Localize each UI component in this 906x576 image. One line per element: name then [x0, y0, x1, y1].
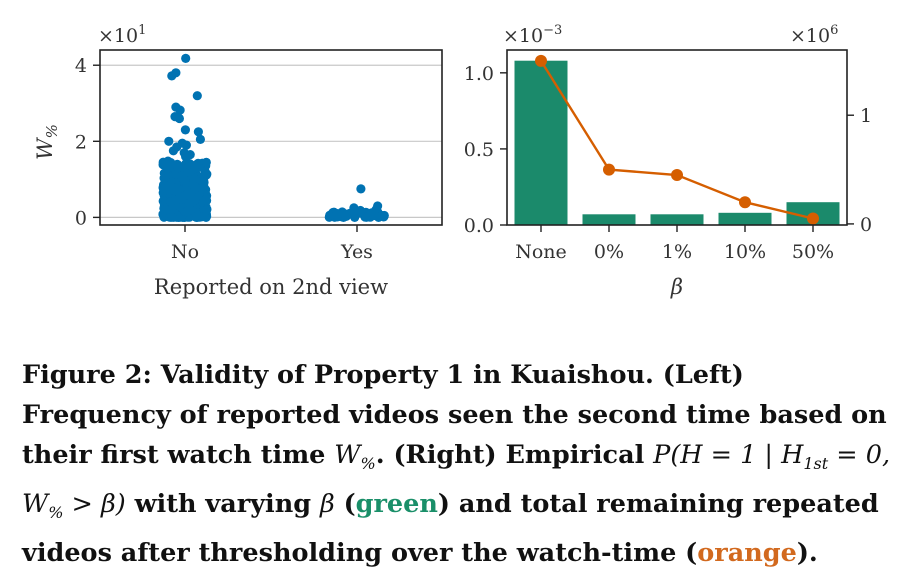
- scatter-point: [182, 206, 192, 217]
- scatter-point: [181, 53, 191, 64]
- caption-green-word: green: [355, 489, 438, 520]
- scatter-point: [201, 157, 211, 167]
- scatter-point: [325, 210, 335, 220]
- right-x-tick-label: 50%: [792, 241, 834, 263]
- left-y-tick-label: 2: [75, 131, 87, 153]
- scatter-point: [167, 71, 177, 81]
- right-y-tick-label: 0.0: [464, 215, 494, 237]
- scatter-point: [199, 178, 209, 188]
- scatter-point: [355, 205, 365, 216]
- left-y-axis-label: W%: [33, 124, 61, 160]
- left-x-tick-label: Yes: [340, 241, 373, 263]
- line-series-path: [539, 60, 814, 220]
- scatter-point: [175, 105, 185, 115]
- scatter-point: [167, 212, 177, 222]
- scatter-point: [195, 134, 205, 144]
- line-point: [739, 196, 751, 209]
- line-point: [535, 54, 547, 67]
- left-x-tick-label: No: [171, 241, 199, 263]
- left-plot-frame: [99, 49, 443, 226]
- scatter-point: [159, 173, 169, 183]
- right-x-axis-label: β: [670, 275, 683, 299]
- left-y-multiplier: ×101: [98, 23, 146, 47]
- bar: [718, 212, 772, 225]
- scatter-point: [197, 212, 207, 222]
- scatter-point: [179, 191, 190, 201]
- right-bars: [514, 60, 840, 226]
- right-y-ticks: 0.0 0.5 1.0: [464, 63, 507, 237]
- right-y-multiplier: ×10−3: [503, 23, 562, 47]
- scatter-point: [356, 184, 366, 194]
- scatter-point: [164, 186, 174, 196]
- bar: [514, 60, 568, 226]
- right-line-series: [535, 54, 819, 225]
- right-y-tick-label: 1.0: [464, 63, 494, 85]
- right-y2-multiplier: ×106: [790, 23, 838, 47]
- left-scatter-points: [158, 53, 389, 222]
- left-x-ticks: No Yes: [171, 225, 373, 263]
- right-x-tick-label: None: [515, 241, 567, 263]
- scatter-point: [332, 209, 342, 219]
- left-y-tick-label: 0: [75, 207, 87, 229]
- scatter-point: [379, 212, 389, 222]
- line-point: [603, 163, 615, 176]
- scatter-point: [193, 127, 203, 137]
- scatter-point: [163, 163, 173, 173]
- scatter-point: [181, 151, 191, 162]
- scatter-point: [341, 211, 351, 221]
- right-x-tick-label: 0%: [594, 241, 624, 263]
- right-y2-tick-label: 1: [860, 105, 872, 127]
- figure-caption: Figure 2: Validity of Property 1 in Kuai…: [22, 360, 891, 569]
- bar: [650, 214, 704, 225]
- caption-orange-word: orange: [697, 538, 797, 569]
- scatter-point: [201, 195, 211, 205]
- right-x-tick-label: 1%: [662, 241, 692, 263]
- bar: [582, 214, 636, 225]
- scatter-point: [166, 197, 176, 207]
- scatter-point: [164, 136, 174, 146]
- scatter-point: [168, 146, 178, 156]
- scatter-point: [181, 140, 191, 150]
- line-point: [807, 212, 819, 225]
- left-gridlines: [100, 64, 442, 218]
- scatter-point: [190, 182, 200, 192]
- right-x-tick-label: 10%: [724, 241, 766, 263]
- scatter-point: [370, 210, 380, 221]
- scatter-point: [191, 160, 201, 170]
- figure: 0 2 4 No Yes ×101 W% Reported on 2nd view 0…: [33, 23, 872, 299]
- scatter-point: [201, 205, 212, 215]
- left-scatter-panel: 0 2 4 No Yes ×101 W% Reported on 2nd view: [33, 23, 443, 299]
- scatter-point: [173, 163, 183, 173]
- right-y2-tick-label: 0: [860, 214, 872, 236]
- left-x-axis-label: Reported on 2nd view: [154, 275, 388, 299]
- scatter-point: [160, 205, 170, 215]
- scatter-point: [180, 125, 190, 135]
- left-y-ticks: 0 2 4: [75, 55, 100, 229]
- scatter-point: [190, 195, 200, 205]
- scatter-point: [192, 91, 202, 101]
- right-secondary-y-ticks: 01: [847, 105, 872, 236]
- right-bar-panel: 0.00.51.0 01 None 0% 1% 10% 50% ×10−3 ×106 β: [464, 23, 872, 299]
- left-y-tick-label: 4: [75, 55, 87, 77]
- right-y-tick-label: 0.5: [464, 139, 494, 161]
- line-point: [671, 169, 683, 181]
- right-x-ticks: None 0% 1% 10% 50%: [515, 225, 834, 263]
- scatter-point: [174, 113, 184, 124]
